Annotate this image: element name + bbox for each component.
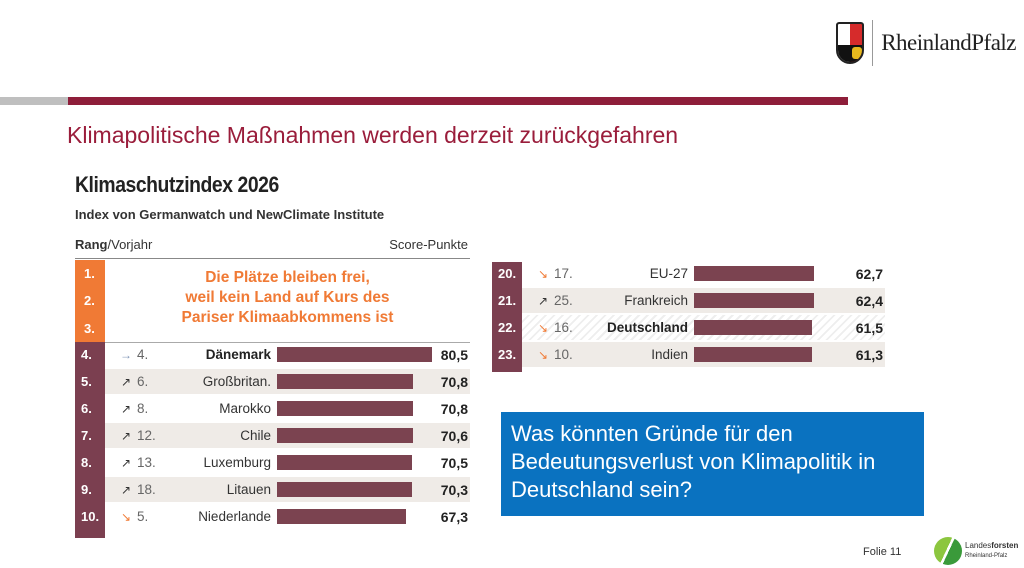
rank: 5. [81, 374, 92, 389]
table-row: 21. ↗ 25. Frankreich 62,4 [492, 287, 885, 314]
table-row: 7. ↗ 12. Chile 70,6 [75, 422, 470, 449]
score-value: 61,5 [855, 319, 883, 336]
table-row: 9. ↗ 18. Litauen 70,3 [75, 476, 470, 503]
country-name: Marokko [219, 401, 271, 416]
previous-rank: 18. [137, 482, 156, 497]
score-value: 70,5 [440, 454, 468, 471]
divider [75, 258, 470, 259]
country-name: Chile [240, 428, 271, 443]
score-bar [277, 401, 413, 416]
score-bar [277, 482, 412, 497]
table-row: 5. ↗ 6. Großbritan. 70,8 [75, 368, 470, 395]
slide-title: Klimapolitische Maßnahmen werden derzeit… [67, 122, 679, 148]
country-name: Indien [651, 347, 688, 362]
figure-title: Klimaschutzindex 2026 [75, 172, 279, 197]
score-value: 80,5 [440, 346, 468, 363]
score-bar [694, 266, 814, 281]
score-bar [277, 374, 413, 389]
score-value: 70,3 [440, 481, 468, 498]
country-name: Frankreich [624, 293, 688, 308]
country-name: EU-27 [649, 266, 688, 281]
trend-up-icon: ↗ [120, 455, 132, 470]
logo-text: RheinlandPfalz [881, 30, 1016, 55]
accent-bar-red [68, 97, 848, 105]
question-box: Was könnten Gründe für den Bedeutungsver… [501, 412, 924, 516]
rank: 7. [81, 428, 92, 443]
score-value: 62,4 [855, 292, 883, 309]
rank: 22. [498, 320, 517, 335]
rank: 10. [81, 509, 100, 524]
score-bar [694, 347, 812, 362]
trend-same-icon: → [120, 347, 132, 362]
country-name: Großbritan. [202, 374, 271, 389]
empty-ranks-note: Die Plätze bleiben frei, weil kein Land … [181, 269, 394, 326]
country-name: Litauen [226, 482, 271, 497]
previous-rank: 6. [137, 374, 149, 389]
score-value: 70,6 [440, 427, 468, 444]
rank: 6. [81, 401, 92, 416]
table-row: 6. ↗ 8. Marokko 70,8 [75, 395, 470, 422]
forest-logo-icon [934, 537, 962, 565]
previous-rank: 17. [554, 266, 573, 281]
divider [105, 342, 470, 343]
score-bar [694, 320, 812, 335]
column-header-rank: Rang/Vorjahr [75, 237, 153, 252]
table-row: 22. ↘ 16. Deutschland 61,5 [492, 314, 885, 341]
trend-up-icon: ↗ [120, 374, 132, 389]
rank-column [492, 262, 522, 372]
rank-column [75, 342, 105, 538]
score-value: 67,3 [440, 508, 468, 525]
previous-rank: 5. [137, 509, 149, 524]
score-value: 62,7 [855, 265, 883, 282]
rank: 4. [81, 347, 92, 362]
rlp-logo: RheinlandPfalz [836, 18, 1016, 68]
score-value: 61,3 [855, 346, 883, 363]
rank: 23. [498, 347, 517, 362]
previous-rank: 12. [137, 428, 156, 443]
score-bar [277, 509, 406, 524]
previous-rank: 8. [137, 401, 149, 416]
rank: 21. [498, 293, 517, 308]
trend-down-icon: ↘ [537, 266, 549, 281]
coat-of-arms-icon [836, 22, 865, 64]
table-row: 4. → 4. Dänemark 80,5 [75, 341, 470, 368]
trend-down-icon: ↘ [537, 347, 549, 362]
slide-number: Folie 11 [863, 546, 902, 558]
score-bar [277, 347, 432, 362]
country-name: Luxemburg [203, 455, 271, 470]
rank: 20. [498, 266, 517, 281]
country-name: Deutschland [606, 320, 688, 335]
table-row: 23. ↘ 10. Indien 61,3 [492, 341, 885, 368]
previous-rank: 16. [554, 320, 573, 335]
score-bar [694, 293, 814, 308]
rank: 8. [81, 455, 92, 470]
table-row: 20. ↘ 17. EU-27 62,7 [492, 260, 885, 287]
score-bar [277, 428, 413, 443]
score-value: 70,8 [440, 373, 468, 390]
trend-up-icon: ↗ [537, 293, 549, 308]
trend-up-icon: ↗ [120, 482, 132, 497]
previous-rank: 25. [554, 293, 573, 308]
trend-up-icon: ↗ [120, 401, 132, 416]
table-row: 10. ↘ 5. Niederlande 67,3 [75, 503, 470, 530]
landesforsten-logo: Landesforsten Rheinland-Pfalz [934, 537, 1018, 565]
country-name: Niederlande [198, 509, 271, 524]
figure-subtitle: Index von Germanwatch und NewClimate Ins… [75, 207, 385, 222]
score-bar [277, 455, 412, 470]
column-header-score: Score-Punkte [389, 237, 468, 252]
trend-down-icon: ↘ [537, 320, 549, 335]
score-value: 70,8 [440, 400, 468, 417]
previous-rank: 4. [137, 347, 149, 362]
empty-ranks: 1. 2. 3. [75, 260, 105, 342]
rank: 9. [81, 482, 92, 497]
trend-down-icon: ↘ [120, 509, 132, 524]
accent-bar-grey [0, 97, 68, 105]
previous-rank: 10. [554, 347, 573, 362]
trend-up-icon: ↗ [120, 428, 132, 443]
table-row: 8. ↗ 13. Luxemburg 70,5 [75, 449, 470, 476]
country-name: Dänemark [205, 347, 271, 362]
previous-rank: 13. [137, 455, 156, 470]
